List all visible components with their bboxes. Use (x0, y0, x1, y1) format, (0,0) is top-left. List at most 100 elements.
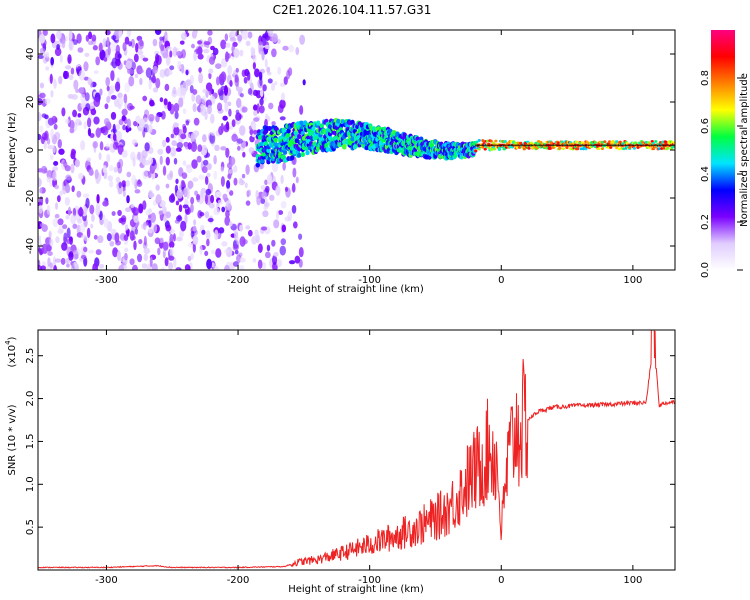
spectrogram-noise-cell (122, 42, 127, 52)
spectrogram-noise-cell (235, 67, 239, 73)
spectrogram-noise-cell (267, 78, 273, 84)
spectrogram-noise-cell (192, 243, 196, 253)
spectrogram-noise-cell (204, 111, 208, 121)
spectrogram-noise-cell (226, 188, 231, 193)
spectrogram-noise-cell (217, 199, 223, 205)
spectrogram-noise-cell (200, 103, 205, 110)
spectrogram-noise-cell (175, 178, 179, 184)
spectrogram-noise-cell (166, 69, 173, 76)
spectrogram-noise-cell (234, 74, 239, 84)
spectrogram-noise-cell (111, 35, 117, 41)
spectrogram-noise-cell (66, 263, 70, 268)
spectrogram-noise-cell (55, 236, 60, 244)
spectrogram-noise-cell (176, 142, 184, 149)
spectrogram-noise-cell (190, 252, 194, 260)
spectrogram-noise-cell (197, 53, 204, 60)
spectrogram-noise-cell (133, 215, 139, 224)
spectrogram-noise-cell (266, 30, 274, 34)
snr-y-scale-prefix: (x10 (7, 345, 18, 368)
spectrogram-noise-cell (95, 249, 102, 256)
spectrogram-noise-cell (162, 206, 167, 215)
spectrogram-noise-cell (205, 230, 211, 241)
snr-y-scale-suffix: ) (7, 336, 18, 340)
spectrogram-signal-cell (282, 149, 288, 155)
spectrogram-noise-cell (216, 102, 223, 112)
spectrogram-noise-cell (208, 202, 215, 209)
spectrogram-noise-cell (260, 226, 268, 231)
spectrogram-noise-cell (288, 44, 295, 53)
spectrogram-noise-cell (131, 174, 137, 186)
spectrogram-noise-cell (107, 175, 114, 182)
spectrogram-noise-cell (56, 44, 60, 50)
spectrogram-noise-cell (201, 96, 207, 104)
spectrogram-signal-cell (336, 118, 341, 124)
spectrogram-noise-cell (139, 77, 143, 86)
spectrogram-noise-cell (117, 209, 122, 217)
spectrogram-noise-cell (68, 40, 74, 51)
spectrogram-noise-cell (239, 49, 244, 57)
spectrogram-noise-cell (147, 263, 151, 270)
spectrogram-noise-cell (282, 45, 289, 51)
spectrogram-noise-cell (110, 70, 115, 82)
spectrogram-noise-cell (241, 173, 246, 179)
spectrogram-noise-cell (213, 265, 219, 270)
spectrogram-noise-cell (54, 184, 60, 190)
spectrogram-noise-cell (207, 104, 212, 115)
spectrogram-noise-cell (256, 103, 260, 114)
spectrogram-noise-cell (93, 116, 100, 125)
spectrogram-noise-cell (132, 156, 136, 167)
spectrogram-noise-cell (65, 174, 72, 181)
spectrogram-noise-cell (248, 147, 255, 154)
spectrogram-noise-cell (83, 121, 87, 130)
spectrogram-noise-cell (134, 73, 139, 79)
spectrogram-noise-cell (101, 125, 109, 136)
spectrogram-noise-cell (112, 123, 116, 134)
spectrogram-noise-cell (65, 184, 71, 194)
spectrogram-noise-cell (117, 96, 124, 107)
spectrogram-signal-cell (628, 146, 632, 150)
spectrogram-noise-cell (178, 204, 183, 213)
spectrogram-noise-cell (191, 92, 196, 102)
spectrogram-noise-cell (134, 189, 141, 194)
spectrogram-noise-cell (214, 144, 220, 152)
spectrogram-noise-cell (68, 30, 73, 41)
spectrogram-noise-cell (199, 245, 203, 255)
spectrogram-noise-cell (38, 112, 42, 122)
spectrogram-noise-cell (155, 77, 161, 89)
spectrogram-noise-cell (210, 194, 215, 204)
spectrogram-signal-cell (574, 140, 579, 144)
spectrogram-noise-cell (192, 225, 197, 232)
spectrogram-noise-cell (49, 177, 53, 187)
spectrogram-noise-cell (117, 53, 122, 59)
spectrogram-noise-cell (291, 204, 297, 214)
spectrogram-signal-cell (273, 137, 278, 143)
spectrogram-noise-cell (166, 46, 172, 51)
spectrogram-noise-cell (206, 258, 213, 270)
spectrogram-noise-cell (236, 138, 243, 144)
spectrogram-noise-cell (83, 256, 88, 267)
spectrogram-noise-cell (260, 184, 266, 191)
spectrogram-noise-cell (97, 235, 104, 244)
spectrogram-noise-cell (62, 224, 68, 230)
spectrogram-noise-cell (225, 121, 230, 131)
snr-x-tick-label: -100 (358, 575, 381, 586)
spectrogram-noise-cell (128, 41, 133, 47)
spectrogram-noise-cell (126, 171, 132, 178)
spectrogram-signal-cell (580, 141, 584, 145)
spectrogram-noise-cell (81, 234, 87, 239)
colorbar-ticks: 0.0 0.2 0.4 0.6 0.8 (700, 70, 743, 278)
spectrogram-noise-cell (132, 139, 138, 146)
spectrogram-noise-cell (208, 68, 214, 74)
snr-panel: -300 -200 -100 0 100 0.5 1.0 1.5 2.0 2.5 Height o… (4, 329, 676, 595)
spectrogram-noise-cell (241, 106, 248, 113)
spectrogram-noise-cell (105, 76, 111, 87)
spectrogram-noise-cell (269, 194, 275, 201)
spectrogram-noise-cell (127, 102, 134, 111)
spectrogram-noise-cell (163, 215, 167, 223)
spectrogram-noise-cell (122, 183, 126, 193)
spectrogram-noise-cell (123, 93, 128, 104)
spectrogram-noise-cell (202, 88, 209, 94)
spectrogram-noise-cell (50, 33, 56, 44)
spectrogram-noise-cell (210, 113, 215, 124)
spectrogram-noise-cell (165, 183, 170, 189)
